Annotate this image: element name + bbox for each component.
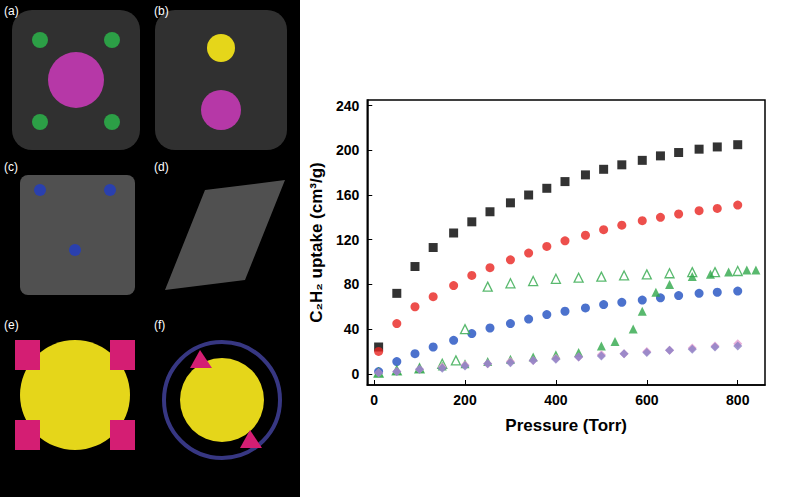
svg-text:200: 200 <box>336 142 360 158</box>
svg-text:120: 120 <box>336 232 360 248</box>
html-text:(a): (a) <box>4 4 19 18</box>
svg-text:800: 800 <box>726 392 750 408</box>
svg-text:600: 600 <box>635 392 659 408</box>
svg-text:40: 40 <box>344 321 360 337</box>
svg-text:Pressure (Torr): Pressure (Torr) <box>505 416 627 435</box>
svg-text:240: 240 <box>336 98 360 114</box>
svg-text:0: 0 <box>351 366 359 382</box>
html-text:(b): (b) <box>154 4 169 18</box>
svg-text:80: 80 <box>344 276 360 292</box>
html-text:(c): (c) <box>4 160 18 174</box>
svg-text:0: 0 <box>370 392 378 408</box>
svg-text:200: 200 <box>453 392 477 408</box>
html-text:(f): (f) <box>154 318 166 332</box>
svg-text:160: 160 <box>336 187 360 203</box>
svg-text:C₂H₂ uptake (cm³/g): C₂H₂ uptake (cm³/g) <box>307 162 326 323</box>
html-text:(d): (d) <box>154 160 169 174</box>
svg-text:400: 400 <box>544 392 568 408</box>
html-text:(e): (e) <box>4 318 19 332</box>
